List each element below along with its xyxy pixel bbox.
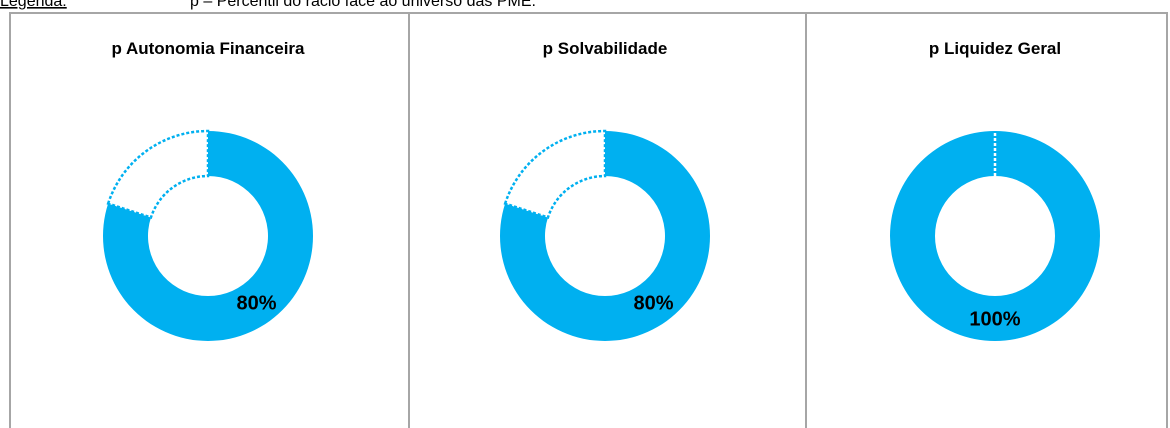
donut-segment xyxy=(890,131,1100,341)
legend-label: Legenda: xyxy=(0,0,67,10)
donut-segment xyxy=(503,129,607,220)
chart-title: p Solvabilidade xyxy=(543,39,668,58)
data-label: 80% xyxy=(633,293,673,315)
chart-panel xyxy=(408,12,807,428)
chart-title: p Autonomia Financeira xyxy=(111,39,305,58)
data-label: 100% xyxy=(969,309,1020,331)
donut-segment xyxy=(106,129,210,220)
legend-text: p – Percentil do rácio face ao universo … xyxy=(190,0,536,10)
donut-segment xyxy=(103,131,313,342)
donut-segment xyxy=(500,131,711,342)
data-label: 80% xyxy=(236,293,276,315)
chart-title: p Liquidez Geral xyxy=(929,39,1061,58)
chart-panel xyxy=(805,12,1168,428)
chart-panel xyxy=(9,12,410,428)
